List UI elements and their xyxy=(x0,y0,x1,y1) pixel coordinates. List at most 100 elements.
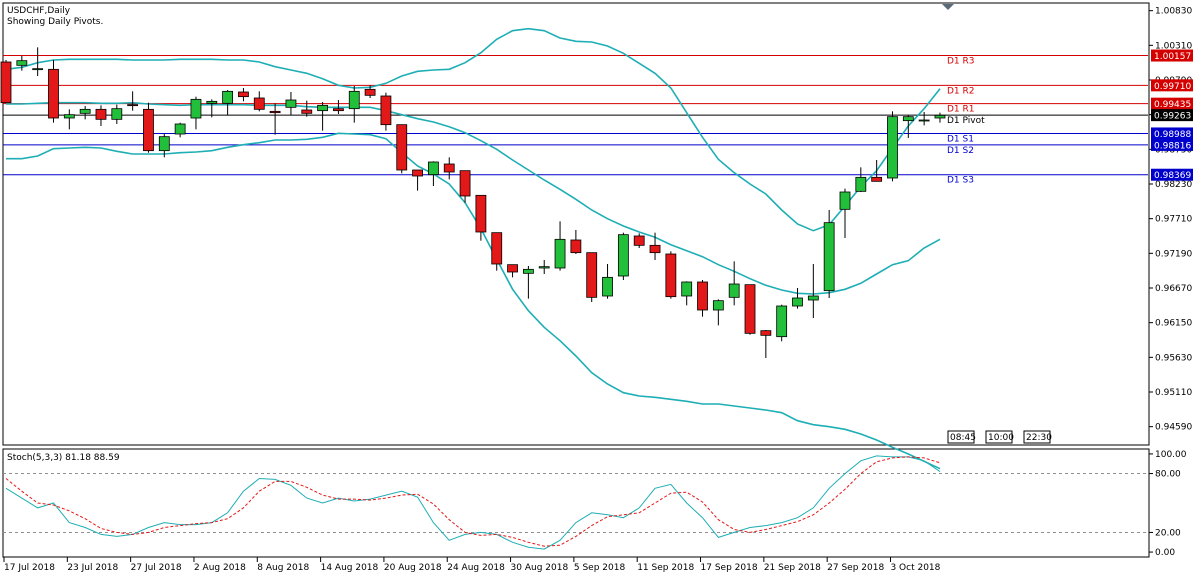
candle-body xyxy=(697,281,708,311)
candle xyxy=(63,109,75,130)
candle-body xyxy=(792,297,803,307)
price-tag: 0.98816 xyxy=(1151,138,1193,151)
candle xyxy=(174,122,186,138)
candle-body xyxy=(522,268,534,274)
candle-body xyxy=(127,104,139,107)
pivot-level-label: D1 R3 xyxy=(947,57,975,67)
candle-body xyxy=(570,239,582,254)
candle-body xyxy=(823,222,835,292)
y-axis-tick-label: 0.95630 xyxy=(1155,353,1192,363)
candle xyxy=(348,86,360,123)
candle xyxy=(317,102,329,131)
candle-body xyxy=(443,163,455,173)
candle xyxy=(238,88,249,102)
candle xyxy=(586,252,598,302)
y-axis-tick-label: 0.98230 xyxy=(1155,180,1192,190)
candle xyxy=(158,134,170,158)
x-axis-tick-label: 11 Sep 2018 xyxy=(637,563,694,573)
candle-body xyxy=(63,114,75,119)
time-marker-box xyxy=(1023,430,1051,444)
candle xyxy=(16,56,28,71)
candle xyxy=(285,92,297,116)
time-marker-label: 10:00 xyxy=(988,433,1014,443)
candle xyxy=(522,266,534,299)
candle xyxy=(333,100,344,114)
candle-body xyxy=(538,266,550,269)
candle-body xyxy=(32,68,44,71)
candle-body xyxy=(918,119,930,122)
candle xyxy=(491,232,503,271)
candle xyxy=(143,102,154,153)
price-tag-value: 0.99435 xyxy=(1154,100,1191,110)
price-tag: 0.98988 xyxy=(1151,127,1193,140)
price-tag-box xyxy=(1151,109,1193,122)
candle xyxy=(554,221,566,271)
candle-body xyxy=(348,90,360,110)
candle-body xyxy=(934,114,946,119)
candle xyxy=(301,100,313,117)
candle-body xyxy=(855,176,867,192)
candle-body xyxy=(238,91,249,98)
candle-body xyxy=(16,60,28,66)
candle xyxy=(79,106,91,120)
y-axis-tick-label: 0.96150 xyxy=(1155,319,1192,329)
candle xyxy=(823,210,835,298)
candle-body xyxy=(95,108,107,120)
price-tag-value: 0.99263 xyxy=(1154,112,1191,122)
pivot-level-label: D1 R1 xyxy=(947,105,975,115)
price-tag-box xyxy=(1151,138,1193,151)
candle-body xyxy=(48,68,59,119)
x-axis-tick-label: 30 Aug 2018 xyxy=(511,563,569,573)
candle xyxy=(428,161,439,186)
candle xyxy=(681,281,693,306)
candle-body xyxy=(807,295,819,301)
time-marker: 08:45 xyxy=(947,430,976,444)
candle-body xyxy=(222,90,234,104)
candle-body xyxy=(887,116,898,179)
pivot-level-label: D1 Pivot xyxy=(947,116,985,126)
y-axis-tick-label: 0.94590 xyxy=(1155,423,1192,433)
candle-body xyxy=(111,108,123,120)
candle xyxy=(855,167,867,192)
candle-body xyxy=(760,330,772,336)
candle xyxy=(602,264,613,299)
x-axis-tick-label: 24 Aug 2018 xyxy=(447,563,505,573)
candle-body xyxy=(459,170,471,197)
candle xyxy=(111,104,123,124)
candle-body xyxy=(491,232,503,265)
candle xyxy=(269,103,281,135)
candle-body xyxy=(364,88,376,96)
candle-body xyxy=(301,109,313,114)
price-tag-box xyxy=(1151,168,1193,181)
stochastic-y-tick-label: 80.00 xyxy=(1155,470,1181,480)
candle-body xyxy=(396,124,408,171)
candle xyxy=(443,157,455,180)
candle xyxy=(776,304,788,342)
candle xyxy=(760,330,772,358)
x-axis-tick-label: 21 Sep 2018 xyxy=(764,563,821,573)
candle xyxy=(712,299,724,326)
candle-body xyxy=(174,123,186,135)
candle xyxy=(459,170,471,203)
candle xyxy=(222,90,234,116)
chart-subtitle: Showing Daily Pivots. xyxy=(7,17,104,27)
candle xyxy=(617,232,629,280)
candle xyxy=(728,261,740,306)
price-tag-box xyxy=(1151,79,1193,92)
candle xyxy=(792,288,803,309)
candle xyxy=(538,260,550,274)
chart-shift-arrow-icon[interactable] xyxy=(942,4,954,10)
candle xyxy=(871,160,883,182)
candle-body xyxy=(428,161,439,176)
candle xyxy=(697,280,708,317)
price-tag-value: 0.98816 xyxy=(1154,141,1191,151)
time-marker-label: 22:30 xyxy=(1026,433,1052,443)
x-axis-tick-label: 14 Aug 2018 xyxy=(321,563,379,573)
candle xyxy=(364,85,376,98)
candle-body xyxy=(871,176,883,182)
y-axis-tick-label: 1.00830 xyxy=(1155,7,1192,17)
time-marker: 10:00 xyxy=(985,430,1014,444)
x-axis-tick-label: 23 Jul 2018 xyxy=(67,563,118,573)
